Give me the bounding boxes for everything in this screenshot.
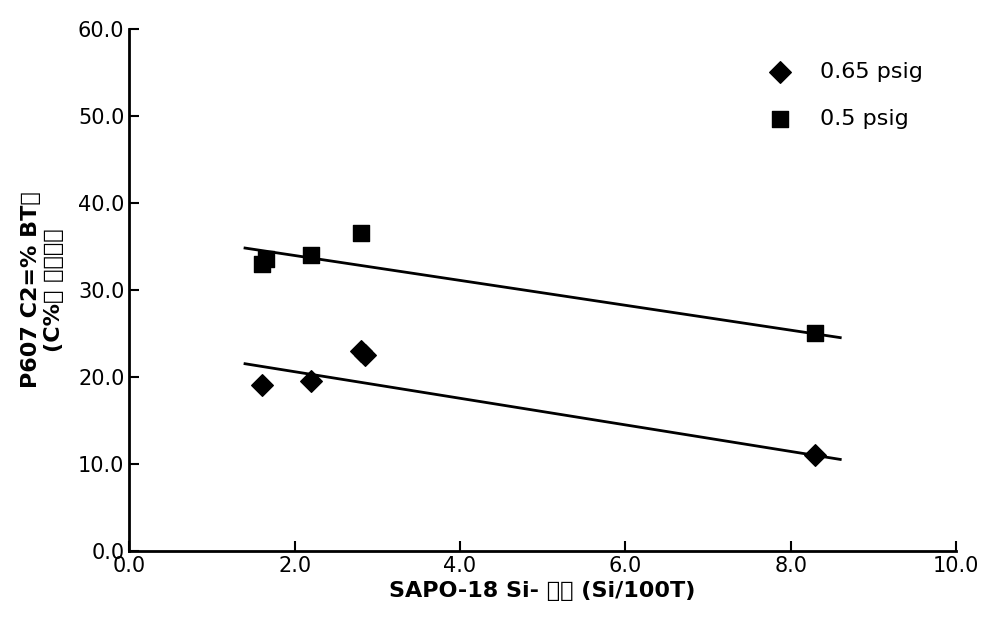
0.5 psig (353, 228, 369, 238)
0.65 psig (303, 376, 319, 386)
Y-axis label: P607 C2=% BT时
(C%， 无焦炭）: P607 C2=% BT时 (C%， 无焦炭） (21, 192, 64, 388)
0.65 psig (807, 450, 823, 460)
0.5 psig (258, 254, 274, 264)
0.5 psig (807, 328, 823, 338)
0.65 psig (357, 350, 373, 360)
0.65 psig (254, 381, 270, 391)
0.5 psig (303, 250, 319, 260)
0.65 psig (353, 346, 369, 356)
0.5 psig (254, 259, 270, 269)
X-axis label: SAPO-18 Si- 含量 (Si/100T): SAPO-18 Si- 含量 (Si/100T) (389, 581, 696, 601)
Legend: 0.65 psig, 0.5 psig: 0.65 psig, 0.5 psig (735, 40, 945, 151)
